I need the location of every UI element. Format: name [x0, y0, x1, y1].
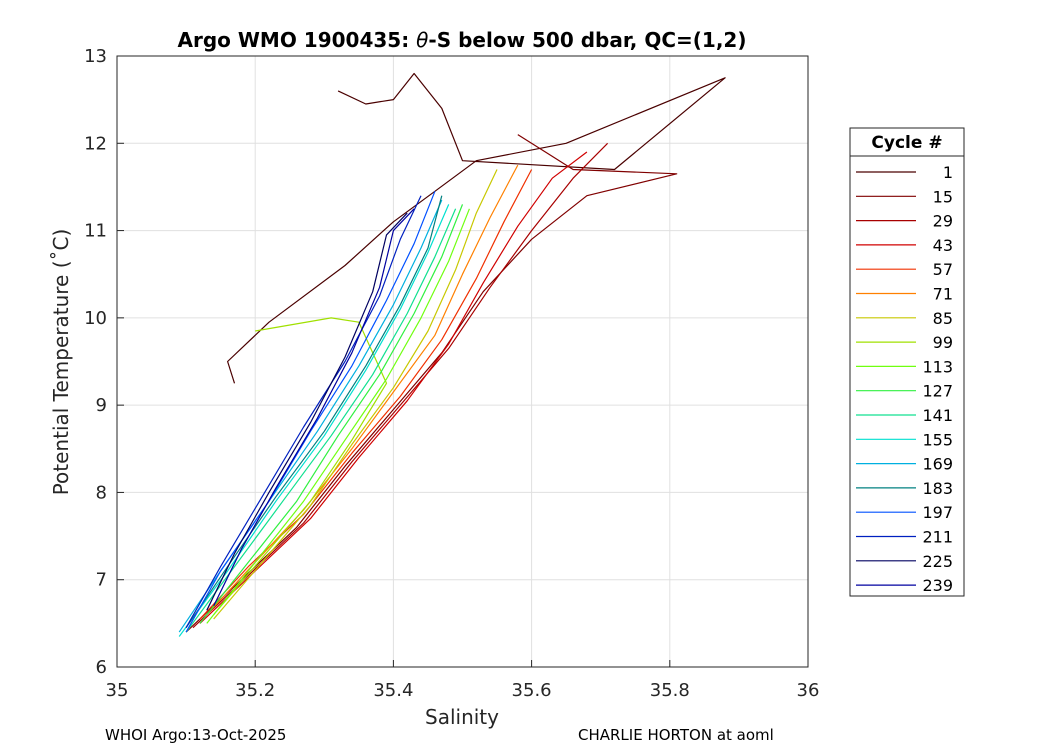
legend-label-225: 225: [922, 552, 953, 571]
legend-label-15: 15: [933, 187, 953, 206]
series-lines: [178, 72, 726, 637]
legend-label-113: 113: [922, 357, 953, 376]
legend-label-211: 211: [922, 528, 953, 547]
y-tick-label: 8: [96, 482, 107, 503]
footer-source: WHOI Argo:13-Oct-2025: [105, 726, 287, 744]
series-line-141: [185, 208, 457, 633]
series-line-211: [185, 195, 422, 628]
series-line-127: [199, 204, 464, 624]
series-line-197: [185, 191, 436, 633]
x-tick-label: 35.2: [235, 680, 275, 701]
y-tick-label: 6: [96, 657, 107, 678]
axis-ticks: 35 35.2 35.4 35.6 35.8 36 6 7 8 9 10 11 12 13: [84, 46, 819, 701]
x-tick-label: 35: [106, 680, 129, 701]
legend-label-29: 29: [933, 212, 953, 231]
legend-label-127: 127: [922, 382, 953, 401]
x-tick-label: 35.4: [373, 680, 413, 701]
x-tick-label: 35.8: [650, 680, 690, 701]
legend-label-239: 239: [922, 576, 953, 595]
legend-label-141: 141: [922, 406, 953, 425]
legend-label-57: 57: [933, 260, 953, 279]
series-line-183: [185, 195, 443, 629]
series-line-1: [227, 72, 726, 384]
legend: Cycle # 1 15 29 43 57 71 85 99 113 127 141 155 169 18…: [849, 127, 965, 597]
legend-label-155: 155: [922, 430, 953, 449]
series-line-71: [206, 164, 519, 616]
y-tick-label: 11: [84, 221, 107, 242]
plot-area: [116, 55, 809, 668]
y-tick-label: 9: [96, 395, 107, 416]
y-tick-label: 12: [84, 133, 107, 154]
legend-label-43: 43: [933, 236, 953, 255]
footer-author: CHARLIE HORTON at aoml: [578, 726, 774, 744]
series-line-225: [206, 212, 408, 611]
legend-label-99: 99: [933, 333, 953, 352]
y-tick-label: 13: [84, 46, 107, 67]
y-tick-label: 7: [96, 570, 107, 591]
series-line-15: [185, 134, 678, 633]
legend-label-85: 85: [933, 309, 953, 328]
series-line-155: [178, 204, 450, 637]
legend-title: Cycle #: [871, 133, 942, 153]
series-line-43: [199, 151, 588, 624]
y-axis-label: Potential Temperature (˚C): [49, 229, 73, 496]
chart-title: Argo WMO 1900435: θ-S below 500 dbar, QC…: [178, 28, 747, 52]
grid: [116, 55, 809, 668]
legend-box: [849, 127, 965, 597]
x-tick-label: 36: [797, 680, 820, 701]
series-line-239: [213, 208, 415, 607]
series-line-113: [206, 208, 470, 624]
legend-label-71: 71: [933, 285, 953, 304]
x-tick-label: 35.6: [512, 680, 552, 701]
series-line-85: [213, 169, 498, 620]
y-tick-label: 10: [84, 308, 107, 329]
legend-label-183: 183: [922, 479, 953, 498]
legend-label-1: 1: [943, 163, 953, 182]
x-axis-label: Salinity: [425, 705, 499, 729]
series-line-99: [213, 317, 388, 615]
legend-label-169: 169: [922, 455, 953, 474]
legend-label-197: 197: [922, 503, 953, 522]
